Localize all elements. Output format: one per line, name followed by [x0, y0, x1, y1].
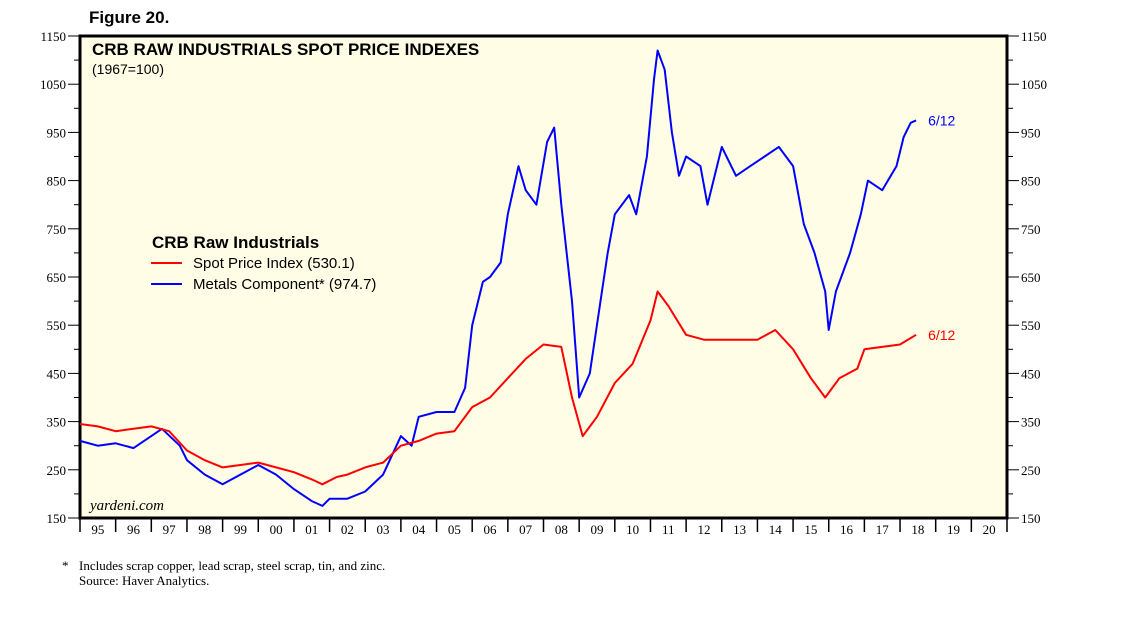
- y-tick-label-right: 950: [1021, 125, 1041, 140]
- x-tick-label: 03: [377, 522, 390, 537]
- y-tick-label-left: 1050: [40, 77, 66, 92]
- y-tick-label-left: 1150: [40, 29, 66, 44]
- chart-subtitle: (1967=100): [92, 61, 164, 77]
- y-tick-label-left: 550: [47, 318, 67, 333]
- series-line-spot-price-index: [79, 290, 917, 486]
- x-tick-label: 99: [234, 522, 247, 537]
- legend-label: Spot Price Index (530.1): [193, 255, 355, 272]
- x-tick-label: 98: [198, 522, 211, 537]
- footnotes: * Includes scrap copper, lead scrap, ste…: [62, 558, 385, 588]
- y-tick-label-left: 250: [47, 463, 67, 478]
- x-tick-label: 04: [412, 522, 426, 537]
- y-tick-label-right: 750: [1021, 222, 1041, 237]
- y-tick-label-right: 850: [1021, 174, 1041, 189]
- y-tick-label-right: 250: [1021, 463, 1041, 478]
- watermark: yardeni.com: [88, 498, 164, 514]
- y-tick-label-right: 550: [1021, 318, 1041, 333]
- x-tick-label: 06: [484, 522, 498, 537]
- series-end-label: 6/12: [928, 112, 955, 128]
- y-tick-label-right: 150: [1021, 511, 1041, 526]
- y-tick-label-left: 150: [47, 511, 67, 526]
- x-tick-label: 11: [662, 522, 675, 537]
- x-tick-label: 00: [270, 522, 283, 537]
- x-tick-label: 13: [733, 522, 746, 537]
- x-tick-label: 02: [341, 522, 354, 537]
- y-tick-label-right: 350: [1021, 415, 1041, 430]
- x-tick-label: 19: [947, 522, 960, 537]
- y-tick-label-left: 650: [47, 270, 67, 285]
- x-tick-label: 05: [448, 522, 461, 537]
- x-tick-label: 17: [876, 522, 890, 537]
- y-tick-label-left: 350: [47, 415, 67, 430]
- series-line-metals-component: [79, 49, 917, 507]
- x-tick-label: 95: [91, 522, 104, 537]
- x-tick-label: 01: [305, 522, 318, 537]
- legend-label: Metals Component* (974.7): [193, 276, 376, 293]
- y-tick-label-right: 450: [1021, 366, 1041, 381]
- series-end-label: 6/12: [928, 327, 955, 343]
- x-tick-label: 16: [840, 522, 854, 537]
- x-tick-label: 08: [555, 522, 568, 537]
- x-tick-label: 10: [626, 522, 639, 537]
- y-tick-label-left: 950: [47, 125, 67, 140]
- figure-label: Figure 20.: [89, 8, 170, 27]
- chart-title: CRB RAW INDUSTRIALS SPOT PRICE INDEXES: [92, 40, 479, 59]
- x-tick-label: 18: [911, 522, 924, 537]
- y-tick-label-right: 650: [1021, 270, 1041, 285]
- x-tick-label: 12: [697, 522, 710, 537]
- y-tick-label-left: 450: [47, 366, 67, 381]
- footnote-marker: *: [62, 558, 69, 573]
- source-text: Source: Haver Analytics.: [79, 573, 210, 588]
- x-tick-label: 09: [590, 522, 603, 537]
- x-tick-label: 15: [804, 522, 817, 537]
- x-tick-label: 96: [127, 522, 141, 537]
- x-tick-label: 07: [519, 522, 533, 537]
- y-tick-label-right: 1050: [1021, 77, 1047, 92]
- y-tick-label-right: 1150: [1021, 29, 1047, 44]
- x-tick-label: 97: [163, 522, 177, 537]
- y-tick-label-left: 850: [47, 174, 67, 189]
- y-tick-label-left: 750: [47, 222, 67, 237]
- x-tick-label: 14: [769, 522, 783, 537]
- x-tick-label: 20: [983, 522, 996, 537]
- legend-title: CRB Raw Industrials: [152, 233, 319, 252]
- footnote-text: Includes scrap copper, lead scrap, steel…: [79, 558, 386, 573]
